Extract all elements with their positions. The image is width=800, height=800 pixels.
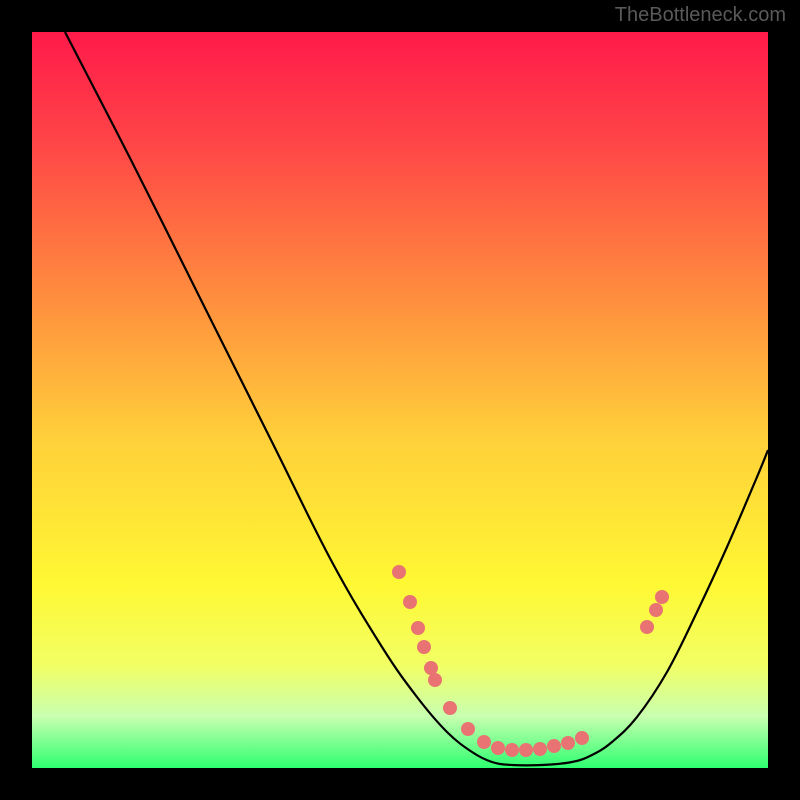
chart-marker	[411, 621, 425, 635]
chart-marker	[547, 739, 561, 753]
chart-curve	[65, 32, 768, 765]
chart-plot-area	[32, 32, 768, 768]
chart-marker	[428, 673, 442, 687]
chart-marker	[424, 661, 438, 675]
chart-marker	[477, 735, 491, 749]
chart-marker	[491, 741, 505, 755]
chart-marker	[561, 736, 575, 750]
chart-marker	[403, 595, 417, 609]
chart-marker	[417, 640, 431, 654]
chart-svg	[32, 32, 768, 768]
chart-marker	[649, 603, 663, 617]
watermark-text: TheBottleneck.com	[615, 4, 786, 27]
chart-marker	[461, 722, 475, 736]
chart-marker	[519, 743, 533, 757]
chart-marker	[655, 590, 669, 604]
chart-marker	[392, 565, 406, 579]
chart-marker	[443, 701, 457, 715]
chart-marker	[640, 620, 654, 634]
chart-marker	[505, 743, 519, 757]
chart-marker	[533, 742, 547, 756]
chart-marker	[575, 731, 589, 745]
